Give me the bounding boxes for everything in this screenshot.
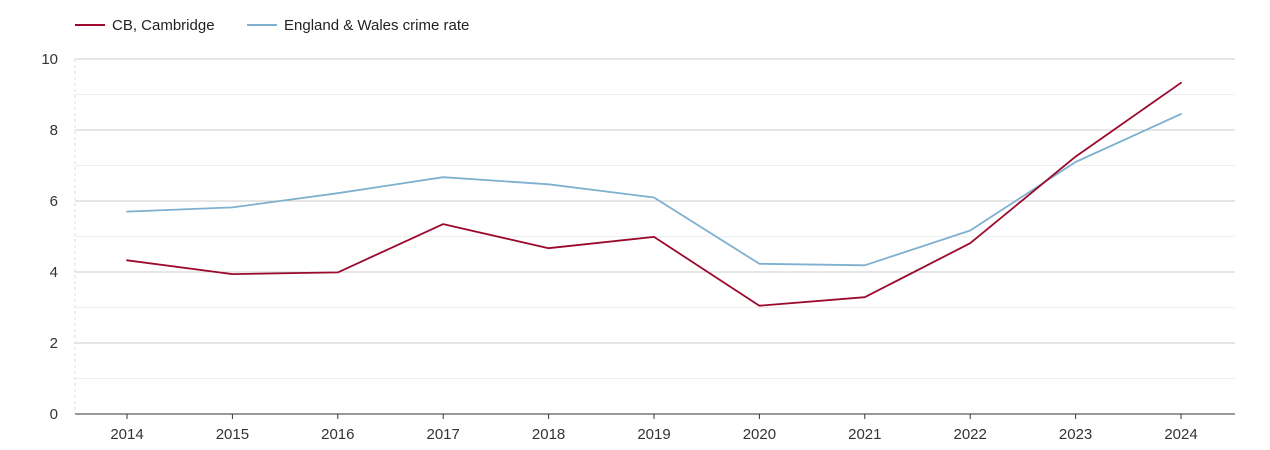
x-tick-label: 2020 (743, 426, 776, 443)
x-tick-label: 2021 (848, 426, 881, 443)
x-tick-label: 2018 (532, 426, 565, 443)
y-tick-label: 4 (50, 264, 58, 281)
x-tick-label: 2016 (321, 426, 354, 443)
series-lines (126, 81, 1182, 307)
x-tick-label: 2017 (427, 426, 460, 443)
legend-label: CB, Cambridge (112, 17, 215, 34)
grid-lines (75, 58, 1235, 379)
legend-label: England & Wales crime rate (284, 17, 469, 34)
series-line-england-wales-crime-rate (126, 113, 1182, 267)
x-tick-label: 2022 (954, 426, 987, 443)
x-tick-label: 2024 (1164, 426, 1197, 443)
y-tick-label: 8 (50, 122, 58, 139)
x-tick-label: 2019 (637, 426, 670, 443)
x-tick-label: 2023 (1059, 426, 1092, 443)
x-tick-label: 2014 (110, 426, 143, 443)
y-tick-label: 10 (41, 51, 58, 68)
y-tick-label: 0 (50, 406, 58, 423)
y-tick-label: 6 (50, 193, 58, 210)
axes: 0 2 4 6 8 10 2014 2015 2016 2017 2018 2019 2020 2021 2… (41, 51, 1235, 443)
legend: CB, Cambridge England & Wales crime rate (75, 17, 469, 34)
series-line-cb-cambridge (126, 81, 1182, 307)
y-tick-label: 2 (50, 335, 58, 352)
x-tick-label: 2015 (216, 426, 249, 443)
